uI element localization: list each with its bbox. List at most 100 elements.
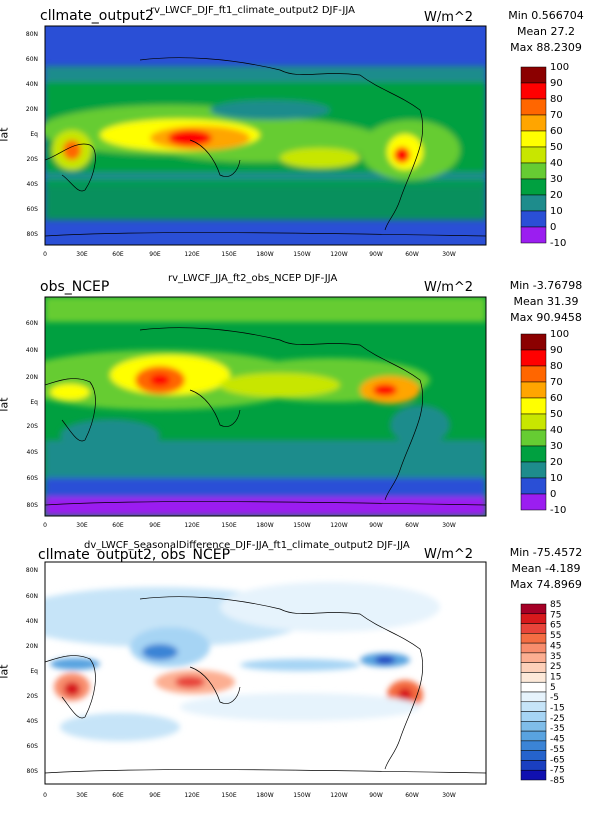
lon-tick: 120E bbox=[184, 792, 199, 799]
lat-tick: 20S bbox=[27, 693, 39, 700]
lon-tick: 90W bbox=[369, 792, 383, 799]
colorbar-label: 90 bbox=[550, 345, 563, 356]
colorbar-label: 40 bbox=[550, 425, 563, 436]
lat-tick: Eq bbox=[30, 399, 38, 406]
colorbar-label: 55 bbox=[550, 631, 561, 641]
lat-tick: 40S bbox=[27, 718, 39, 725]
colorbar-swatch bbox=[520, 130, 547, 148]
colorbar-label: 100 bbox=[550, 329, 569, 340]
colorbar-label: 60 bbox=[550, 393, 563, 404]
colorbar-label: -55 bbox=[550, 745, 565, 755]
colorbar-label: 100 bbox=[550, 62, 569, 73]
lat-tick: 40N bbox=[26, 81, 38, 88]
lon-tick: 120W bbox=[330, 522, 347, 529]
stat-max: Max 74.8969 bbox=[510, 578, 582, 591]
lon-tick: 30E bbox=[76, 792, 88, 799]
panel-units: W/m^2 bbox=[424, 547, 474, 562]
colorbar-swatch bbox=[520, 681, 547, 693]
lon-ticks: 0 30E 60E 90E 120E 150E 180W 150W 120W 9… bbox=[43, 792, 456, 799]
lat-tick: 40S bbox=[27, 181, 39, 188]
coastlines bbox=[44, 327, 487, 506]
colorbar-label: -25 bbox=[550, 714, 565, 724]
colorbar-swatch bbox=[520, 413, 547, 431]
colorbar-label: 50 bbox=[550, 409, 563, 420]
lon-tick: 90W bbox=[369, 251, 383, 258]
panel-3: cllmate_output2, obs_NCEP dv_LWCF_Season… bbox=[0, 537, 606, 814]
colorbar-swatch bbox=[520, 691, 547, 703]
lon-tick: 150E bbox=[221, 792, 236, 799]
lon-tick: 0 bbox=[43, 522, 47, 529]
coastlines bbox=[44, 57, 487, 237]
lon-ticks: 0 30E 60E 90E 120E 150E 180W 150W 120W 9… bbox=[43, 251, 456, 258]
colorbar-label: -75 bbox=[550, 766, 565, 776]
lat-tick: Eq bbox=[30, 668, 38, 675]
stat-mean: Mean -4.189 bbox=[511, 562, 581, 575]
colorbar-swatch bbox=[520, 477, 547, 495]
map-plot: 60N 40N 20N Eq 20S 40S 60S 80S 0 30E 60E… bbox=[26, 296, 569, 529]
colorbar-swatch bbox=[520, 672, 547, 683]
lat-tick: 80S bbox=[27, 502, 39, 509]
stat-min: Min 0.566704 bbox=[508, 9, 584, 22]
colorbar-swatch bbox=[520, 730, 547, 742]
lon-tick: 90E bbox=[149, 792, 161, 799]
colorbar-swatch bbox=[520, 662, 547, 673]
colorbar-label: 35 bbox=[550, 652, 561, 662]
colorbar-label: -85 bbox=[550, 776, 565, 786]
colorbar-label: -10 bbox=[550, 505, 566, 516]
lon-tick: 60W bbox=[405, 792, 419, 799]
lon-tick: 120E bbox=[184, 522, 199, 529]
colorbar-swatch bbox=[520, 701, 547, 712]
colorbar-label: 50 bbox=[550, 142, 563, 153]
colorbar-label: -10 bbox=[550, 238, 566, 249]
lat-tick: 60S bbox=[27, 206, 39, 213]
lat-tick: 80N bbox=[26, 567, 38, 574]
lon-tick: 60W bbox=[405, 522, 419, 529]
lon-tick: 60E bbox=[112, 792, 124, 799]
colorbar: 85756555453525155-5-15-25-35-45-55-65-75… bbox=[520, 600, 565, 786]
colorbar-label: 20 bbox=[550, 457, 563, 468]
lon-tick: 30W bbox=[442, 522, 456, 529]
colorbar-label: 0 bbox=[550, 489, 556, 500]
panel-stats: Min -3.76798 Mean 31.39 Max 90.9458 bbox=[496, 278, 596, 326]
colorbar-swatch bbox=[520, 429, 547, 447]
colorbar-swatch bbox=[520, 740, 547, 751]
colorbar-label: -45 bbox=[550, 735, 565, 745]
lat-ticks: 80N 60N 40N 20N Eq 20S 40S 60S 80S bbox=[26, 567, 38, 775]
colorbar-label: 30 bbox=[550, 174, 563, 185]
colorbar-label: 75 bbox=[550, 610, 561, 620]
colorbar-label: 10 bbox=[550, 206, 563, 217]
colorbar-swatch bbox=[520, 461, 547, 479]
colorbar-swatch bbox=[520, 603, 547, 615]
colorbar-swatch bbox=[520, 146, 547, 164]
colorbar-swatch bbox=[520, 98, 547, 116]
panel-left-title: cllmate_output2 bbox=[40, 8, 154, 24]
stat-max: Max 90.9458 bbox=[510, 311, 582, 324]
stat-min: Min -75.4572 bbox=[509, 546, 583, 559]
colorbar-swatch bbox=[520, 114, 547, 132]
colorbar-swatch bbox=[520, 178, 547, 196]
colorbar-label: 70 bbox=[550, 377, 563, 388]
coastlines bbox=[44, 596, 487, 774]
colorbar-label: 70 bbox=[550, 110, 563, 121]
colorbar-label: 25 bbox=[550, 662, 561, 672]
colorbar-label: 80 bbox=[550, 361, 563, 372]
colorbar-swatch bbox=[520, 642, 547, 654]
colorbar-swatch bbox=[520, 613, 547, 624]
lon-tick: 30E bbox=[76, 522, 88, 529]
lon-tick: 90E bbox=[149, 522, 161, 529]
colorbar-label: 0 bbox=[550, 222, 556, 233]
lon-tick: 120E bbox=[184, 251, 199, 258]
colorbar-swatch bbox=[520, 365, 547, 383]
lon-tick: 90E bbox=[149, 251, 161, 258]
colorbar-label: -35 bbox=[550, 724, 565, 734]
colorbar-label: -65 bbox=[550, 755, 565, 765]
lat-tick: 20S bbox=[27, 423, 39, 430]
colorbar-swatch bbox=[520, 66, 547, 84]
colorbar-swatch bbox=[520, 769, 547, 781]
lon-tick: 60E bbox=[112, 251, 124, 258]
colorbar-label: 40 bbox=[550, 158, 563, 169]
colorbar-label: 85 bbox=[550, 600, 561, 610]
colorbar-label: 45 bbox=[550, 641, 561, 651]
colorbar-swatch bbox=[520, 82, 547, 100]
